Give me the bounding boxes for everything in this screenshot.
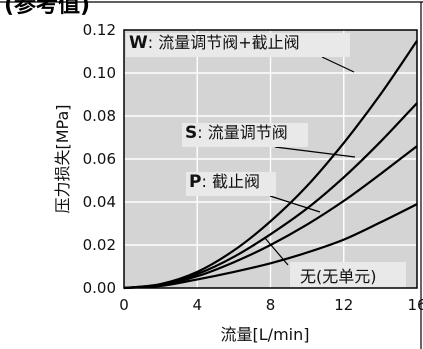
leader-line	[269, 195, 321, 213]
y-axis-title: 压力损失[MPa]	[53, 104, 72, 213]
curve-none	[123, 203, 418, 290]
x-tick-label: 4	[192, 296, 202, 314]
plot-frame	[123, 29, 418, 289]
y-tick-label: 0.02	[83, 236, 116, 254]
label-bg	[186, 172, 276, 196]
label-bg	[126, 33, 350, 57]
x-tick-label: 16	[407, 296, 423, 314]
label-text: : 截止阀	[201, 172, 259, 191]
label-key: S	[185, 123, 197, 143]
label-leaders	[264, 56, 356, 266]
y-tick-label: 0.12	[83, 21, 116, 39]
partial-title: (参考值)	[4, 0, 91, 18]
x-tick-label: 12	[334, 296, 353, 314]
label-none: 无(无单元)	[300, 267, 377, 286]
y-tick-label: 0.10	[83, 64, 116, 82]
series-curves	[123, 40, 418, 290]
y-tick-label: 0.08	[83, 107, 116, 125]
label-key: W	[129, 33, 148, 53]
leader-line	[274, 146, 356, 158]
x-tick-label: 0	[119, 296, 129, 314]
label-text: : 流量调节阀	[197, 123, 287, 142]
leader-line	[264, 237, 289, 266]
label-key: P	[189, 172, 201, 192]
x-axis-title: 流量[L/min]	[221, 325, 310, 344]
y-tick-label: 0.06	[83, 150, 116, 168]
label-p: P: 截止阀	[189, 172, 260, 192]
x-tick-label: 8	[266, 296, 276, 314]
grid-lines	[124, 30, 417, 288]
label-s: S: 流量调节阀	[185, 123, 288, 143]
label-text: 无(无单元)	[300, 267, 377, 286]
label-bg	[290, 262, 406, 288]
y-tick-label: 0.00	[83, 279, 116, 297]
tick-labels: 0 4 8 12 16 0.00 0.02 0.04 0.06 0.08 0.10 0.12	[83, 21, 423, 314]
label-bg	[182, 123, 308, 147]
leader-line	[321, 56, 355, 73]
y-tick-label: 0.04	[83, 193, 116, 211]
label-text: : 流量调节阀+截止阀	[148, 33, 300, 52]
label-w: W: 流量调节阀+截止阀	[129, 33, 300, 53]
